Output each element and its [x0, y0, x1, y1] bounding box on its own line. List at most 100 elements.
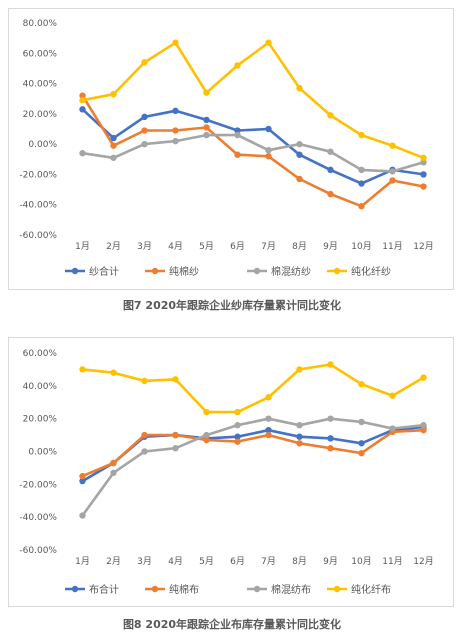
- data-point: [234, 408, 241, 416]
- data-point: [327, 190, 334, 198]
- data-point: [234, 433, 241, 440]
- data-point: [389, 392, 396, 399]
- data-point: [296, 422, 303, 429]
- data-point: [389, 168, 396, 175]
- data-point: [234, 438, 241, 445]
- data-point: [420, 374, 427, 381]
- legend-swatch-marker: [253, 267, 261, 275]
- y-tick-label: -20.00%: [19, 170, 57, 180]
- data-point: [110, 154, 117, 161]
- data-point: [358, 166, 365, 174]
- legend-swatch-marker: [151, 267, 159, 275]
- x-tick-label: 3月: [137, 556, 152, 567]
- data-point: [296, 175, 303, 183]
- chart-panel-8: 60.00% 40.00% 20.00% 0.00% -20.00% -40.00% -60…: [8, 337, 454, 607]
- y-tick-label: -40.00%: [19, 513, 57, 523]
- data-point: [110, 469, 117, 477]
- legend-label: 纯棉布: [169, 583, 199, 596]
- data-point: [296, 440, 303, 447]
- legend-label: 纯棉纱: [169, 265, 199, 278]
- chart-panel-7: 80.00% 60.00% 40.00% 20.00% 0.00% -20.00% -40.…: [8, 8, 454, 290]
- x-tick-label: 8月: [292, 556, 307, 567]
- data-point: [265, 153, 272, 160]
- data-point: [79, 512, 86, 519]
- data-point: [172, 445, 179, 452]
- y-tick-label: 20.00%: [23, 110, 58, 120]
- data-point: [172, 127, 179, 134]
- x-tick-label: 9月: [323, 556, 338, 567]
- x-tick-label: 12月: [413, 241, 433, 252]
- y-tick-label: 40.00%: [23, 80, 58, 90]
- data-point: [141, 59, 148, 66]
- data-point: [296, 151, 303, 158]
- y-tick-label: -40.00%: [19, 201, 57, 211]
- y-tick-label: 40.00%: [23, 382, 58, 392]
- x-tick-label: 7月: [261, 241, 276, 252]
- x-tick-label: 2月: [106, 556, 121, 567]
- data-point: [172, 137, 179, 145]
- data-point: [327, 445, 334, 452]
- legend-label: 纯化纤布: [351, 583, 391, 596]
- data-point: [265, 39, 272, 46]
- data-point: [327, 112, 334, 119]
- legend-label: 纱合计: [89, 265, 119, 278]
- data-point: [110, 90, 117, 98]
- data-point: [265, 431, 272, 439]
- data-point: [110, 134, 117, 142]
- y-tick-label: -60.00%: [19, 231, 57, 241]
- legend-label: 棉混纺布: [271, 583, 311, 596]
- series-line-0: [81, 425, 425, 483]
- legend-swatch-marker: [333, 267, 341, 275]
- data-point: [234, 127, 241, 134]
- data-point: [358, 131, 365, 139]
- data-point: [79, 472, 86, 480]
- x-tick-label: 6月: [230, 556, 245, 567]
- data-point: [79, 97, 86, 104]
- x-tick-label: 10月: [351, 241, 371, 252]
- data-point: [296, 84, 303, 92]
- line-chart-7: 80.00% 60.00% 40.00% 20.00% 0.00% -20.00% -40.…: [19, 19, 433, 278]
- data-point: [141, 431, 148, 439]
- data-point: [172, 431, 179, 439]
- data-point: [296, 140, 303, 148]
- data-point: [203, 131, 210, 139]
- data-point: [420, 183, 427, 190]
- data-point: [141, 377, 148, 385]
- data-point: [203, 436, 210, 444]
- data-point: [420, 159, 427, 166]
- series-line-1: [81, 94, 425, 208]
- data-point: [79, 150, 86, 157]
- data-point: [327, 361, 334, 368]
- data-point: [265, 426, 272, 434]
- caption-8: 图8 2020年跟踪企业布库存量累计同比变化: [122, 618, 342, 631]
- x-tick-label: 8月: [292, 241, 307, 252]
- data-point: [327, 415, 334, 422]
- data-point: [79, 92, 86, 99]
- data-point: [172, 376, 179, 383]
- data-point: [110, 369, 117, 376]
- series-line-2: [81, 417, 425, 517]
- series-line-0: [81, 108, 425, 185]
- data-point: [265, 415, 272, 422]
- data-point: [172, 107, 179, 115]
- legend-label: 纯化纤纱: [351, 265, 391, 278]
- data-point: [110, 142, 117, 149]
- data-point: [327, 166, 334, 174]
- data-point: [203, 124, 210, 131]
- legend-swatch-marker: [71, 585, 79, 593]
- data-point: [358, 380, 365, 388]
- legend-swatch-marker: [71, 267, 79, 275]
- data-point: [420, 426, 427, 434]
- data-point: [358, 180, 365, 187]
- data-point: [234, 62, 241, 69]
- data-point: [79, 366, 86, 373]
- x-tick-label: 4月: [168, 556, 183, 567]
- legend-label: 布合计: [89, 583, 119, 596]
- data-point: [141, 113, 148, 121]
- y-tick-label: -60.00%: [19, 546, 57, 556]
- y-tick-label: 20.00%: [23, 415, 58, 425]
- data-point: [234, 131, 241, 139]
- data-point: [296, 433, 303, 440]
- y-tick-label: 0.00%: [28, 140, 57, 150]
- data-point: [203, 89, 210, 96]
